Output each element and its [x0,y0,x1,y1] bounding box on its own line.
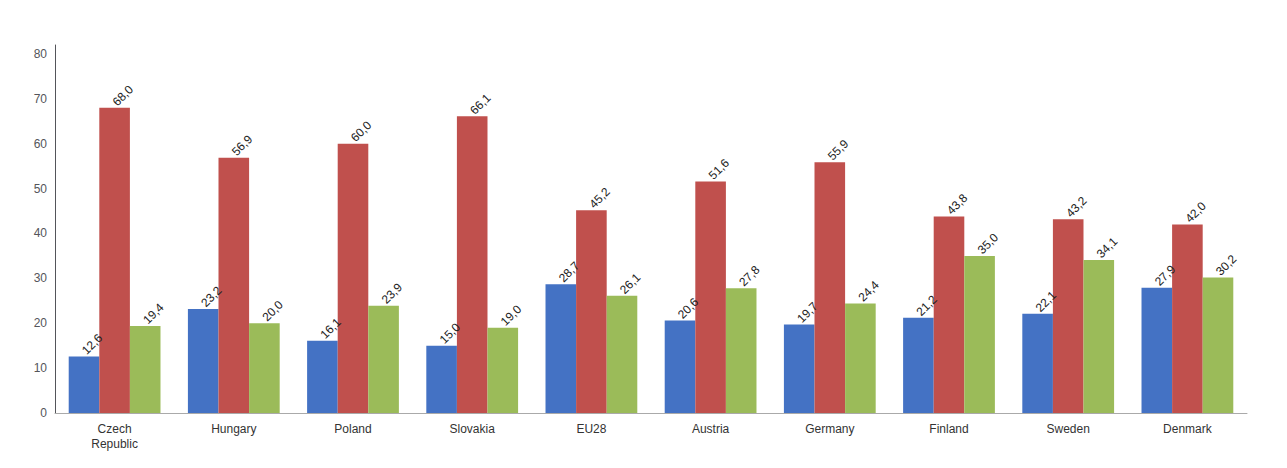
svg-text:Poland: Poland [334,422,371,436]
svg-text:80: 80 [34,47,48,61]
svg-text:10: 10 [34,361,48,375]
svg-text:66,1: 66,1 [467,91,494,118]
svg-text:28,7: 28,7 [556,259,583,286]
svg-text:20,6: 20,6 [675,295,702,322]
svg-text:55,9: 55,9 [825,136,852,163]
svg-text:50: 50 [34,182,48,196]
svg-text:Sweden: Sweden [1047,422,1090,436]
svg-text:19,0: 19,0 [498,302,525,329]
svg-text:Slovakia: Slovakia [450,422,496,436]
svg-text:Germany: Germany [805,422,854,436]
svg-text:35,0: 35,0 [975,230,1002,257]
svg-text:26,1: 26,1 [617,270,644,297]
svg-text:Austria: Austria [692,422,730,436]
svg-text:19,4: 19,4 [140,300,167,327]
svg-text:0: 0 [40,406,47,420]
svg-text:20: 20 [34,316,48,330]
svg-text:43,8: 43,8 [944,191,971,218]
svg-text:Hungary: Hungary [211,422,256,436]
svg-text:30,2: 30,2 [1213,252,1240,279]
svg-text:30: 30 [34,271,48,285]
svg-text:43,2: 43,2 [1063,193,1090,220]
svg-text:27,8: 27,8 [736,263,763,290]
svg-text:21,2: 21,2 [913,292,940,319]
svg-text:60,0: 60,0 [348,118,375,145]
svg-text:19,7: 19,7 [794,299,821,326]
svg-text:60: 60 [34,137,48,151]
svg-text:42,0: 42,0 [1182,199,1209,226]
svg-text:23,2: 23,2 [198,283,225,310]
svg-text:Republic: Republic [91,437,138,451]
svg-text:20,0: 20,0 [259,298,286,325]
svg-text:EU28: EU28 [576,422,606,436]
svg-text:16,1: 16,1 [317,315,344,342]
svg-text:23,9: 23,9 [379,280,406,307]
svg-text:12,6: 12,6 [79,331,106,358]
svg-text:22,1: 22,1 [1033,288,1060,315]
svg-text:56,9: 56,9 [229,132,256,159]
svg-text:51,6: 51,6 [706,156,733,183]
svg-text:45,2: 45,2 [586,184,613,211]
svg-text:27,9: 27,9 [1152,262,1179,289]
svg-text:68,0: 68,0 [110,82,137,109]
svg-text:Denmark: Denmark [1163,422,1213,436]
svg-text:70: 70 [34,92,48,106]
svg-text:34,1: 34,1 [1094,234,1121,261]
svg-text:Czech: Czech [98,422,132,436]
svg-text:Finland: Finland [929,422,968,436]
svg-text:40: 40 [34,226,48,240]
svg-text:15,0: 15,0 [437,320,464,347]
svg-text:24,4: 24,4 [855,278,882,305]
